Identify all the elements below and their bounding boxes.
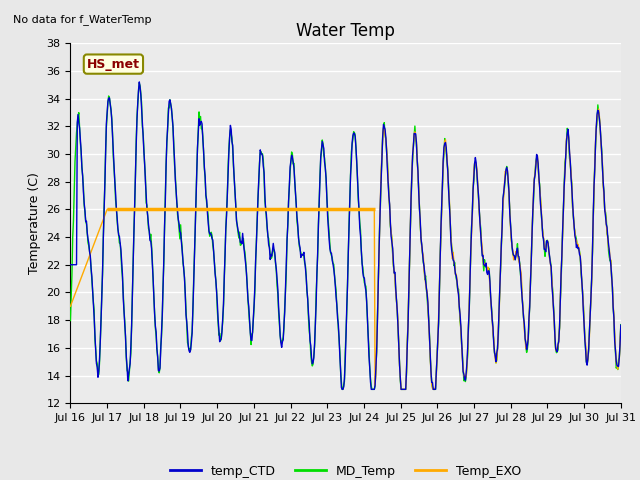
Legend: temp_CTD, MD_Temp, Temp_EXO: temp_CTD, MD_Temp, Temp_EXO (165, 460, 526, 480)
Title: Water Temp: Water Temp (296, 22, 395, 40)
Text: HS_met: HS_met (87, 58, 140, 71)
Y-axis label: Temperature (C): Temperature (C) (28, 172, 41, 274)
Text: No data for f_WaterTemp: No data for f_WaterTemp (13, 14, 151, 25)
